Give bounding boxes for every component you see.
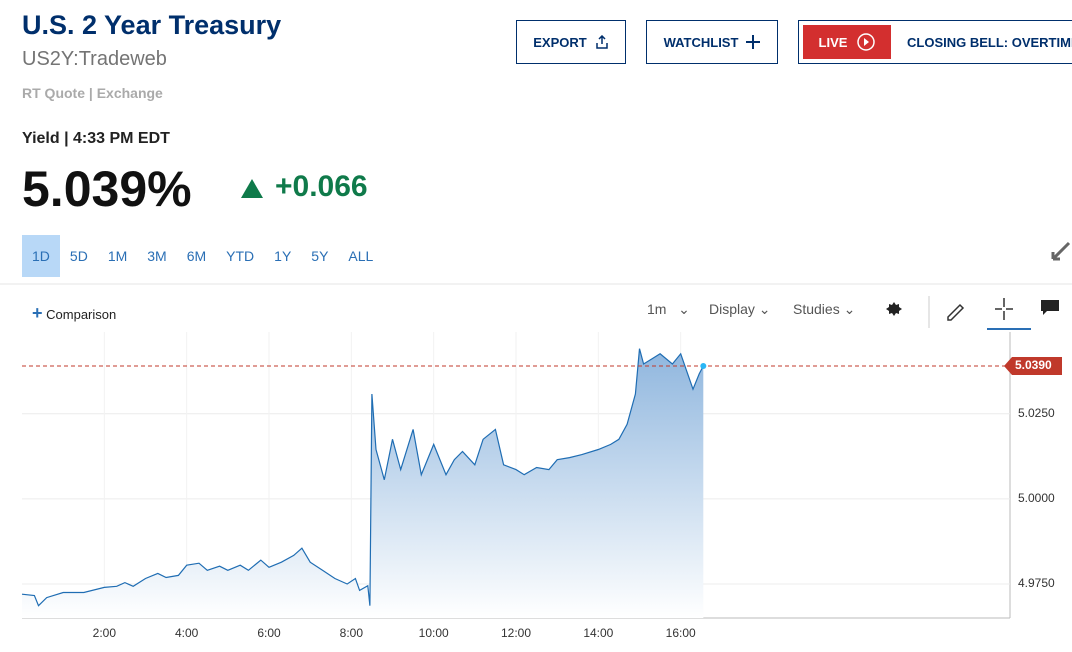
tool-icons bbox=[886, 296, 1059, 330]
export-button[interactable]: EXPORT bbox=[516, 20, 626, 64]
x-tick-label: 10:00 bbox=[419, 626, 449, 640]
label: LIVE bbox=[818, 34, 848, 50]
draw-icon[interactable] bbox=[947, 303, 965, 321]
range-tab[interactable]: 3M bbox=[147, 248, 167, 264]
last-point bbox=[700, 363, 707, 370]
up-arrow bbox=[241, 179, 263, 198]
display-menu[interactable]: Display ⌄ bbox=[709, 301, 771, 317]
expand-icon[interactable] bbox=[1050, 236, 1072, 262]
icon bbox=[857, 33, 876, 51]
icon bbox=[595, 35, 608, 49]
range-tab[interactable]: 1D bbox=[22, 235, 60, 277]
watchlist-button[interactable]: WATCHLIST bbox=[646, 20, 778, 64]
studies-menu[interactable]: Studies ⌄ bbox=[793, 301, 856, 317]
interval-menu[interactable]: 1m ⌄ bbox=[647, 301, 690, 317]
x-tick-label: 14:00 bbox=[583, 626, 613, 640]
x-tick-label: 8:00 bbox=[340, 626, 364, 640]
quote-value: 5.039% bbox=[22, 161, 192, 217]
label: Display bbox=[709, 301, 755, 317]
x-tick-label: 6:00 bbox=[257, 626, 281, 640]
y-tick-label: 4.9750 bbox=[1018, 576, 1055, 590]
plus-icon: + bbox=[32, 303, 43, 323]
y-tick-label: 5.0250 bbox=[1018, 406, 1055, 420]
live-button[interactable]: LIVE CLOSING BELL: OVERTIME bbox=[798, 20, 1072, 64]
show-name: CLOSING BELL: OVERTIME bbox=[907, 34, 1072, 50]
quote-change: +0.066 bbox=[275, 170, 368, 203]
range-tab[interactable]: YTD bbox=[226, 248, 255, 264]
title: U.S. 2 Year Treasury bbox=[22, 10, 282, 40]
quote-source: RT Quote | Exchange bbox=[22, 85, 163, 101]
range-tabs: 1D 5D 1M 3M 6M YTD 1Y 5Y ALL bbox=[22, 235, 383, 277]
x-tick-label: 12:00 bbox=[501, 626, 531, 640]
icon bbox=[746, 35, 761, 49]
y-tick-label: 5.0000 bbox=[1018, 491, 1055, 505]
crosshair-icon[interactable] bbox=[995, 298, 1013, 320]
x-tick-label: 16:00 bbox=[666, 626, 696, 640]
x-tick-label: 2:00 bbox=[93, 626, 117, 640]
x-tick-label: 4:00 bbox=[175, 626, 199, 640]
comparison-button[interactable]: + Comparison bbox=[32, 303, 116, 324]
range-tab[interactable]: 1M bbox=[107, 248, 128, 264]
symbol: US2Y:Tradeweb bbox=[22, 48, 167, 70]
live-badge: LIVE bbox=[803, 25, 891, 59]
range-tab[interactable]: 5Y bbox=[311, 248, 329, 264]
label: EXPORT bbox=[533, 34, 587, 50]
label: Comparison bbox=[46, 307, 117, 322]
range-tab[interactable]: 1Y bbox=[274, 248, 292, 264]
range-tab[interactable]: 6M bbox=[186, 248, 207, 264]
area-fill bbox=[22, 348, 704, 618]
price-line bbox=[21, 348, 704, 607]
range-tab[interactable]: ALL bbox=[348, 248, 374, 264]
last-value-tag bbox=[1004, 357, 1062, 376]
settings-icon[interactable] bbox=[886, 302, 902, 316]
last-value-label: 5.0390 bbox=[1015, 358, 1052, 372]
quote-label: Yield | 4:33 PM EDT bbox=[22, 130, 170, 147]
range-tab[interactable]: 5D bbox=[69, 248, 88, 264]
label: 1m bbox=[647, 301, 667, 317]
label: Studies bbox=[793, 301, 840, 317]
comment-icon[interactable] bbox=[1041, 300, 1059, 315]
label: WATCHLIST bbox=[663, 34, 739, 50]
